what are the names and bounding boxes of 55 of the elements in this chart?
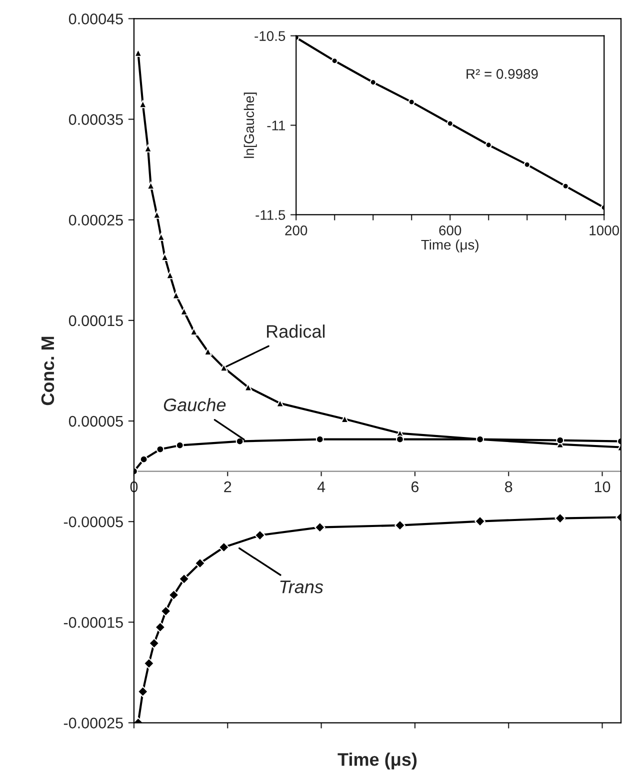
annotation: R² = 0.9989 <box>466 69 538 79</box>
point <box>137 686 148 698</box>
x-axis-title: Time (μs) <box>421 239 478 252</box>
x-tick-label: 600 <box>439 226 462 236</box>
point <box>474 516 486 527</box>
point <box>408 98 415 106</box>
point <box>316 435 324 444</box>
point <box>524 161 530 168</box>
point <box>562 182 569 190</box>
y-tick-label: 0.00015 <box>68 315 123 326</box>
point <box>446 120 454 127</box>
point <box>218 542 230 553</box>
annotation: Radical <box>267 324 325 338</box>
x-tick-label: 200 <box>285 226 308 236</box>
y-tick-label: -0.00025 <box>64 718 123 728</box>
point <box>485 142 492 148</box>
point <box>168 590 180 600</box>
point <box>148 638 160 649</box>
x-tick-label: 1000 <box>590 226 619 236</box>
y-tick-label: 0.00025 <box>68 214 123 226</box>
y-tick-label: -11.5 <box>256 210 286 220</box>
point <box>154 622 166 633</box>
point <box>178 573 190 584</box>
x-tick-label: 8 <box>505 481 512 492</box>
point <box>160 606 172 617</box>
x-tick-label: 2 <box>224 481 232 492</box>
y-tick-label: -0.00015 <box>64 617 123 628</box>
x-axis-title: Time (μs) <box>338 752 417 770</box>
y-axis-title: Conc. M <box>41 336 54 406</box>
y-tick-label: 0.00035 <box>68 114 123 125</box>
y-tick-label: 0.00005 <box>68 416 123 427</box>
x-tick-label: 10 <box>594 481 610 492</box>
y-tick-label: -10.5 <box>254 31 286 41</box>
y-tick-label: -11 <box>267 120 286 130</box>
point <box>554 512 566 524</box>
x-tick-label: 4 <box>317 482 326 492</box>
point <box>156 445 164 454</box>
point <box>144 658 154 669</box>
point <box>394 520 406 531</box>
point <box>370 79 376 86</box>
point <box>396 435 404 444</box>
y-tick-label: 0.00045 <box>68 14 123 24</box>
point <box>556 436 564 444</box>
point <box>331 58 338 64</box>
x-tick-label: 6 <box>411 481 419 492</box>
point <box>236 437 244 446</box>
y-axis-title: ln[Gauche] <box>244 92 257 158</box>
point <box>140 455 148 464</box>
y-tick-label: -0.00005 <box>64 516 123 528</box>
point <box>314 522 326 533</box>
annotation: Gauche <box>164 398 226 412</box>
point <box>176 441 184 450</box>
point <box>194 558 206 569</box>
annotation: Trans <box>280 580 324 594</box>
point <box>254 530 266 541</box>
